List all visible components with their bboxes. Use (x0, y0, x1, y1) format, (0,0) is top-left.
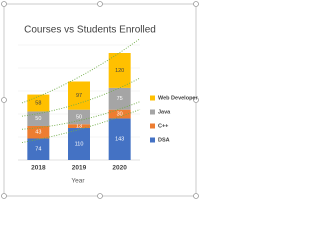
legend-swatch (150, 109, 155, 115)
legend-label: DSA (158, 137, 170, 143)
bar-segment (108, 109, 131, 119)
handle[interactable] (1, 97, 7, 103)
data-label: 74 (35, 147, 41, 153)
legend-swatch (150, 137, 155, 143)
data-label: 43 (35, 130, 41, 136)
data-label: 110 (75, 141, 84, 147)
chart-title: Courses vs Students Enrolled (24, 25, 156, 36)
chart: Courses vs Students Enrolled Year 2018 74… (1, 1, 199, 199)
bar-segment (27, 125, 50, 139)
legend-label: Java (158, 109, 171, 115)
handle[interactable] (193, 1, 199, 7)
data-label: 13 (76, 124, 82, 130)
data-label: 30 (117, 112, 123, 118)
handle[interactable] (193, 97, 199, 103)
data-label: 58 (35, 100, 41, 106)
bar-segment (108, 118, 131, 160)
data-label: 120 (115, 68, 124, 74)
bar-segment (27, 138, 50, 160)
data-label: 50 (76, 114, 82, 120)
legend-label: C++ (158, 123, 168, 129)
x-tick-label: 2018 (31, 165, 46, 172)
x-tick-label: 2019 (72, 165, 87, 172)
bar-segment (108, 87, 131, 110)
trendline (21, 101, 141, 130)
bar-segment (68, 81, 90, 110)
handle[interactable] (1, 193, 7, 199)
resize-handles[interactable] (1, 1, 199, 199)
data-label: 75 (117, 96, 123, 102)
data-label: 50 (35, 116, 41, 122)
bar-segment (68, 128, 90, 160)
bar-segment (27, 111, 50, 126)
bar-segment (68, 109, 90, 125)
page: {"chart_data": {"type": "stacked-bar", "… (1, 1, 199, 199)
trendline (21, 108, 141, 143)
handle[interactable] (97, 1, 103, 7)
handle[interactable] (97, 193, 103, 199)
x-tick-label: 2020 (112, 165, 127, 172)
bar-segment (68, 124, 90, 129)
legend-label: Web Developer (158, 95, 198, 101)
bar-segment (108, 53, 131, 88)
x-axis-title: Year (71, 178, 85, 185)
legend-swatch (150, 123, 155, 129)
bar-segment (27, 94, 50, 112)
trendline (21, 77, 141, 117)
handle[interactable] (1, 1, 7, 7)
data-label: 97 (76, 93, 82, 99)
data-label: 143 (115, 137, 124, 143)
handle[interactable] (193, 193, 199, 199)
legend-swatch (150, 95, 155, 101)
